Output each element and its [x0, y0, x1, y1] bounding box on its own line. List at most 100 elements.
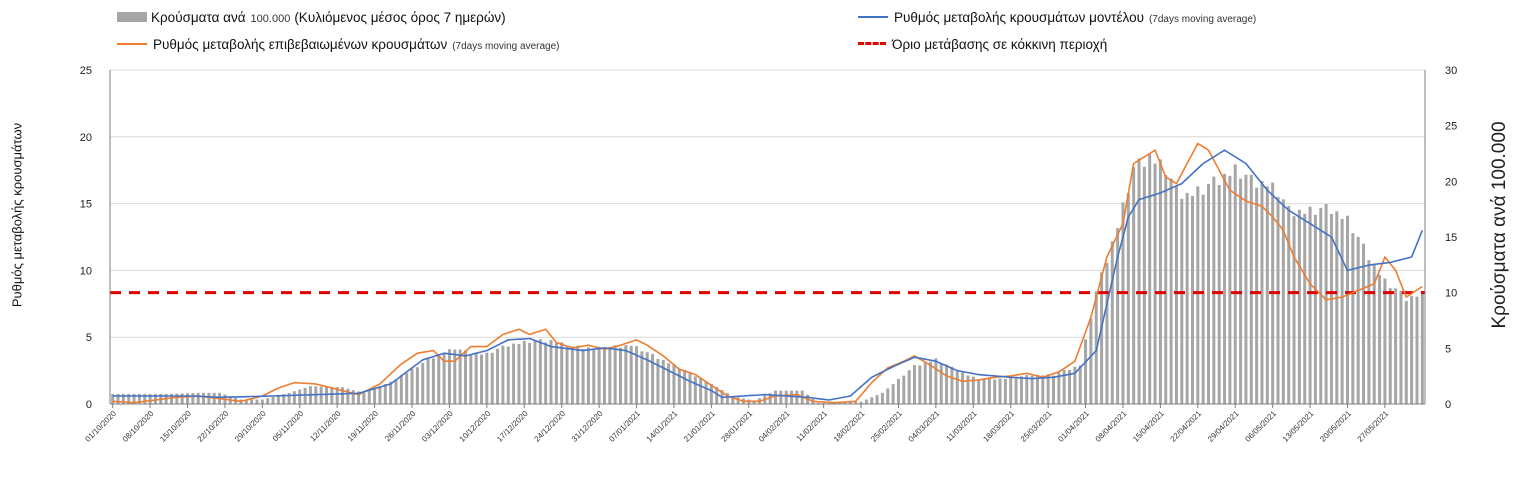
cases-bar — [586, 347, 590, 404]
x-tick-label: 24/12/2020 — [532, 409, 567, 444]
cases-bar — [1415, 296, 1419, 404]
cases-bar — [458, 349, 462, 404]
x-tick-label: 05/11/2020 — [271, 409, 306, 444]
x-tick-label: 29/04/2021 — [1206, 409, 1241, 444]
cases-bar — [538, 339, 542, 404]
cases-bar — [822, 402, 826, 404]
cases-bar — [132, 393, 136, 404]
x-tick-label: 08/10/2020 — [121, 409, 156, 444]
cases-bar — [202, 392, 206, 404]
cases-bar — [838, 402, 842, 404]
cases-bar — [790, 390, 794, 404]
cases-bar — [1078, 365, 1082, 404]
cases-bar — [512, 343, 516, 404]
cases-bar — [667, 363, 671, 404]
x-tick-label: 11/02/2021 — [795, 409, 830, 444]
cases-bar — [335, 387, 339, 404]
cases-bar — [1046, 374, 1050, 404]
cases-bar — [549, 340, 553, 404]
cases-bar — [602, 349, 606, 404]
cases-bar — [207, 392, 211, 404]
cases-bar — [570, 346, 574, 404]
cases-bar — [1244, 174, 1248, 404]
cases-bar — [303, 387, 307, 404]
cases-bar — [1335, 211, 1339, 404]
cases-bar — [533, 340, 537, 404]
cases-bar — [854, 401, 858, 404]
cases-bar — [298, 389, 302, 404]
cases-bar — [1019, 376, 1023, 404]
cases-bar — [1281, 199, 1285, 404]
x-tick-label: 10/12/2020 — [458, 409, 493, 444]
cases-bar — [672, 364, 676, 404]
cases-bar — [725, 393, 729, 404]
left-tick-label: 15 — [80, 199, 92, 211]
cases-bar — [351, 390, 355, 404]
cases-bar — [736, 397, 740, 404]
cases-bar — [1062, 370, 1066, 404]
cases-bar — [715, 387, 719, 404]
cases-bar — [1378, 274, 1382, 404]
x-tick-label: 31/12/2020 — [570, 409, 605, 444]
x-tick-label: 19/11/2020 — [346, 409, 381, 444]
cases-bar — [426, 359, 430, 404]
cases-bar — [1003, 378, 1007, 404]
cases-bar — [1035, 374, 1039, 404]
x-tick-label: 17/12/2020 — [495, 409, 530, 444]
left-tick-label: 5 — [86, 332, 92, 344]
cases-bar — [116, 393, 120, 404]
x-tick-label: 13/05/2021 — [1281, 409, 1316, 444]
cases-bar — [635, 346, 639, 404]
cases-bar — [998, 378, 1002, 404]
x-tick-label: 15/10/2020 — [158, 409, 193, 444]
cases-bar — [474, 353, 478, 404]
x-tick-label: 22/10/2020 — [196, 409, 231, 444]
cases-bar — [469, 355, 473, 404]
cases-bar — [373, 388, 377, 404]
cases-bar — [923, 362, 927, 404]
cases-bar — [244, 399, 248, 404]
cases-bar — [848, 402, 852, 404]
cases-bar — [282, 394, 286, 404]
cases-bar — [977, 380, 981, 404]
cases-bar — [1308, 206, 1312, 404]
gridlines — [110, 69, 1425, 338]
cases-bar — [1303, 213, 1307, 404]
cases-bar — [266, 398, 270, 404]
cases-bar — [565, 346, 569, 404]
x-tick-label: 12/11/2020 — [308, 409, 343, 444]
legend-confirmed-swatch — [117, 43, 147, 45]
cases-bar — [186, 393, 190, 404]
x-tick-label: 15/04/2021 — [1131, 409, 1166, 444]
cases-bar — [1137, 158, 1141, 404]
cases-bar — [287, 392, 291, 404]
cases-bar — [939, 363, 943, 404]
cases-bar — [1255, 187, 1259, 404]
cases-bar — [913, 365, 916, 404]
x-tick-label: 27/05/2021 — [1356, 409, 1391, 444]
cases-bar — [1399, 290, 1403, 404]
cases-bar — [880, 392, 884, 404]
cases-bar — [1260, 180, 1264, 404]
cases-bar — [1345, 215, 1349, 404]
cases-bar — [843, 402, 847, 404]
cases-bar — [383, 383, 387, 404]
left-tick-label: 25 — [80, 65, 92, 77]
cases-bar — [950, 366, 954, 404]
cases-bar — [1126, 193, 1130, 404]
cases-bar — [1073, 366, 1077, 404]
cases-bar — [1116, 228, 1120, 404]
x-tick-label: 25/02/2021 — [869, 409, 904, 444]
legend-model-note: (7days moving average) — [1148, 14, 1257, 25]
cases-bar — [421, 362, 425, 404]
cases-bar — [341, 387, 345, 404]
cases-bar — [987, 378, 991, 404]
left-tick-label: 0 — [86, 399, 92, 411]
cases-bar — [1009, 377, 1013, 404]
cases-bar — [1340, 218, 1344, 404]
right-tick-label: 25 — [1445, 121, 1457, 133]
cases-bar — [560, 342, 564, 404]
cases-bar — [961, 372, 965, 404]
cases-bar — [1041, 375, 1045, 404]
cases-bar — [1404, 300, 1408, 404]
